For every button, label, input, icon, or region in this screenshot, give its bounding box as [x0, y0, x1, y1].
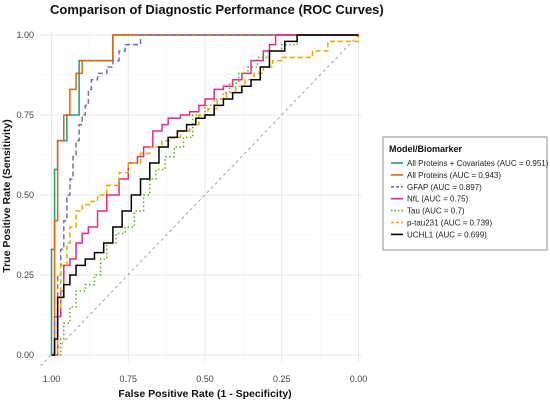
legend-items: All Proteins + Covariates (AUC = 0.951) A…: [391, 159, 549, 239]
legend-label: GFAP (AUC = 0.897): [407, 183, 482, 192]
axis-ticks: 1.00 0.75 0.50 0.25 0.00 0.00 0.25 0.50 0.75 1.00: [16, 30, 367, 384]
roc-curve-series-3: [51, 34, 359, 356]
y-tick-label: 1.00: [16, 30, 34, 40]
legend-label: Tau (AUC = 0.7): [407, 207, 465, 216]
roc-curve-series-2: [51, 34, 359, 356]
chart-title: Comparison of Diagnostic Performance (RO…: [50, 2, 384, 17]
legend-label: All Proteins (AUC = 0.943): [407, 171, 501, 180]
x-tick-label: 0.75: [119, 374, 137, 384]
x-tick-label: 0.00: [350, 374, 368, 384]
legend-label: NfL (AUC = 0.75): [407, 195, 469, 204]
legend-label: All Proteins + Covariates (AUC = 0.951): [407, 159, 549, 168]
roc-curve-series-7: [51, 34, 359, 356]
y-tick-label: 0.50: [16, 190, 34, 200]
legend: Model/Biomarker All Proteins + Covariate…: [382, 136, 549, 251]
x-tick-label: 0.25: [273, 374, 291, 384]
roc-curve-series-4: [51, 34, 359, 356]
x-tick-label: 1.00: [43, 374, 61, 384]
legend-box: [382, 136, 548, 251]
series-layer: [50, 34, 360, 356]
y-axis-title: True Positive Rate (Sensitivity): [1, 119, 13, 272]
y-tick-label: 0.75: [16, 110, 34, 120]
reference-diagonal-line: [40, 34, 359, 367]
x-tick-label: 0.50: [196, 374, 214, 384]
y-tick-label: 0.25: [16, 270, 34, 280]
legend-label: p-tau231 (AUC = 0.739): [407, 219, 492, 228]
y-tick-label: 0.00: [16, 350, 34, 360]
legend-title: Model/Biomarker: [389, 144, 463, 154]
grid: [40, 32, 362, 362]
x-axis-title: False Positive Rate (1 - Specificity): [118, 388, 291, 400]
roc-curve-series-5: [51, 34, 359, 356]
legend-label: UCHL1 (AUC = 0.699): [407, 230, 487, 239]
